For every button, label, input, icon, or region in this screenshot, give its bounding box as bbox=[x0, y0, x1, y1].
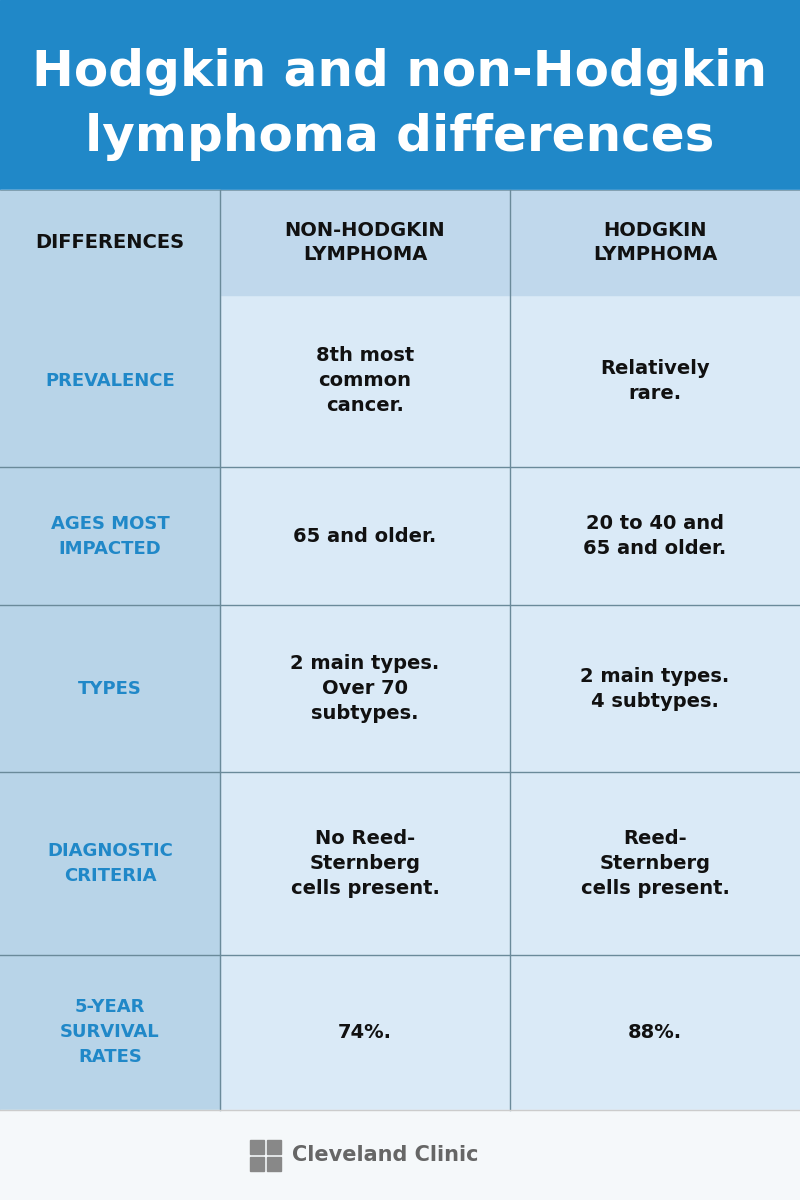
Bar bbox=[0, 190, 800, 295]
Text: 20 to 40 and
65 and older.: 20 to 40 and 65 and older. bbox=[583, 514, 726, 558]
Text: 8th most
common
cancer.: 8th most common cancer. bbox=[316, 347, 414, 415]
Bar bbox=[267, 1140, 281, 1153]
Bar bbox=[0, 0, 800, 190]
Text: DIFFERENCES: DIFFERENCES bbox=[35, 233, 185, 252]
Bar bbox=[0, 190, 220, 295]
Bar bbox=[0, 190, 220, 1110]
Text: NON-HODGKIN
LYMPHOMA: NON-HODGKIN LYMPHOMA bbox=[285, 221, 446, 264]
Text: Reed-
Sternberg
cells present.: Reed- Sternberg cells present. bbox=[581, 829, 730, 898]
Bar bbox=[267, 1157, 281, 1170]
Text: 65 and older.: 65 and older. bbox=[294, 527, 437, 546]
Text: TYPES: TYPES bbox=[78, 679, 142, 697]
Bar bbox=[250, 1157, 264, 1170]
Text: 2 main types.
4 subtypes.: 2 main types. 4 subtypes. bbox=[580, 667, 730, 710]
Text: 2 main types.
Over 70
subtypes.: 2 main types. Over 70 subtypes. bbox=[290, 654, 440, 724]
Text: PREVALENCE: PREVALENCE bbox=[45, 372, 175, 390]
Text: Hodgkin and non-Hodgkin: Hodgkin and non-Hodgkin bbox=[33, 48, 767, 96]
Text: 5-YEAR
SURVIVAL
RATES: 5-YEAR SURVIVAL RATES bbox=[60, 998, 160, 1067]
Text: Relatively
rare.: Relatively rare. bbox=[600, 359, 710, 403]
Text: DIAGNOSTIC
CRITERIA: DIAGNOSTIC CRITERIA bbox=[47, 841, 173, 884]
Bar bbox=[0, 190, 800, 1110]
Text: 88%.: 88%. bbox=[628, 1022, 682, 1042]
Text: HODGKIN
LYMPHOMA: HODGKIN LYMPHOMA bbox=[593, 221, 717, 264]
Bar bbox=[250, 1140, 264, 1153]
Text: lymphoma differences: lymphoma differences bbox=[86, 113, 714, 161]
Bar bbox=[0, 1110, 800, 1200]
Text: 74%.: 74%. bbox=[338, 1022, 392, 1042]
Text: AGES MOST
IMPACTED: AGES MOST IMPACTED bbox=[50, 515, 170, 558]
Text: Cleveland Clinic: Cleveland Clinic bbox=[292, 1145, 478, 1165]
Text: No Reed-
Sternberg
cells present.: No Reed- Sternberg cells present. bbox=[290, 829, 439, 898]
